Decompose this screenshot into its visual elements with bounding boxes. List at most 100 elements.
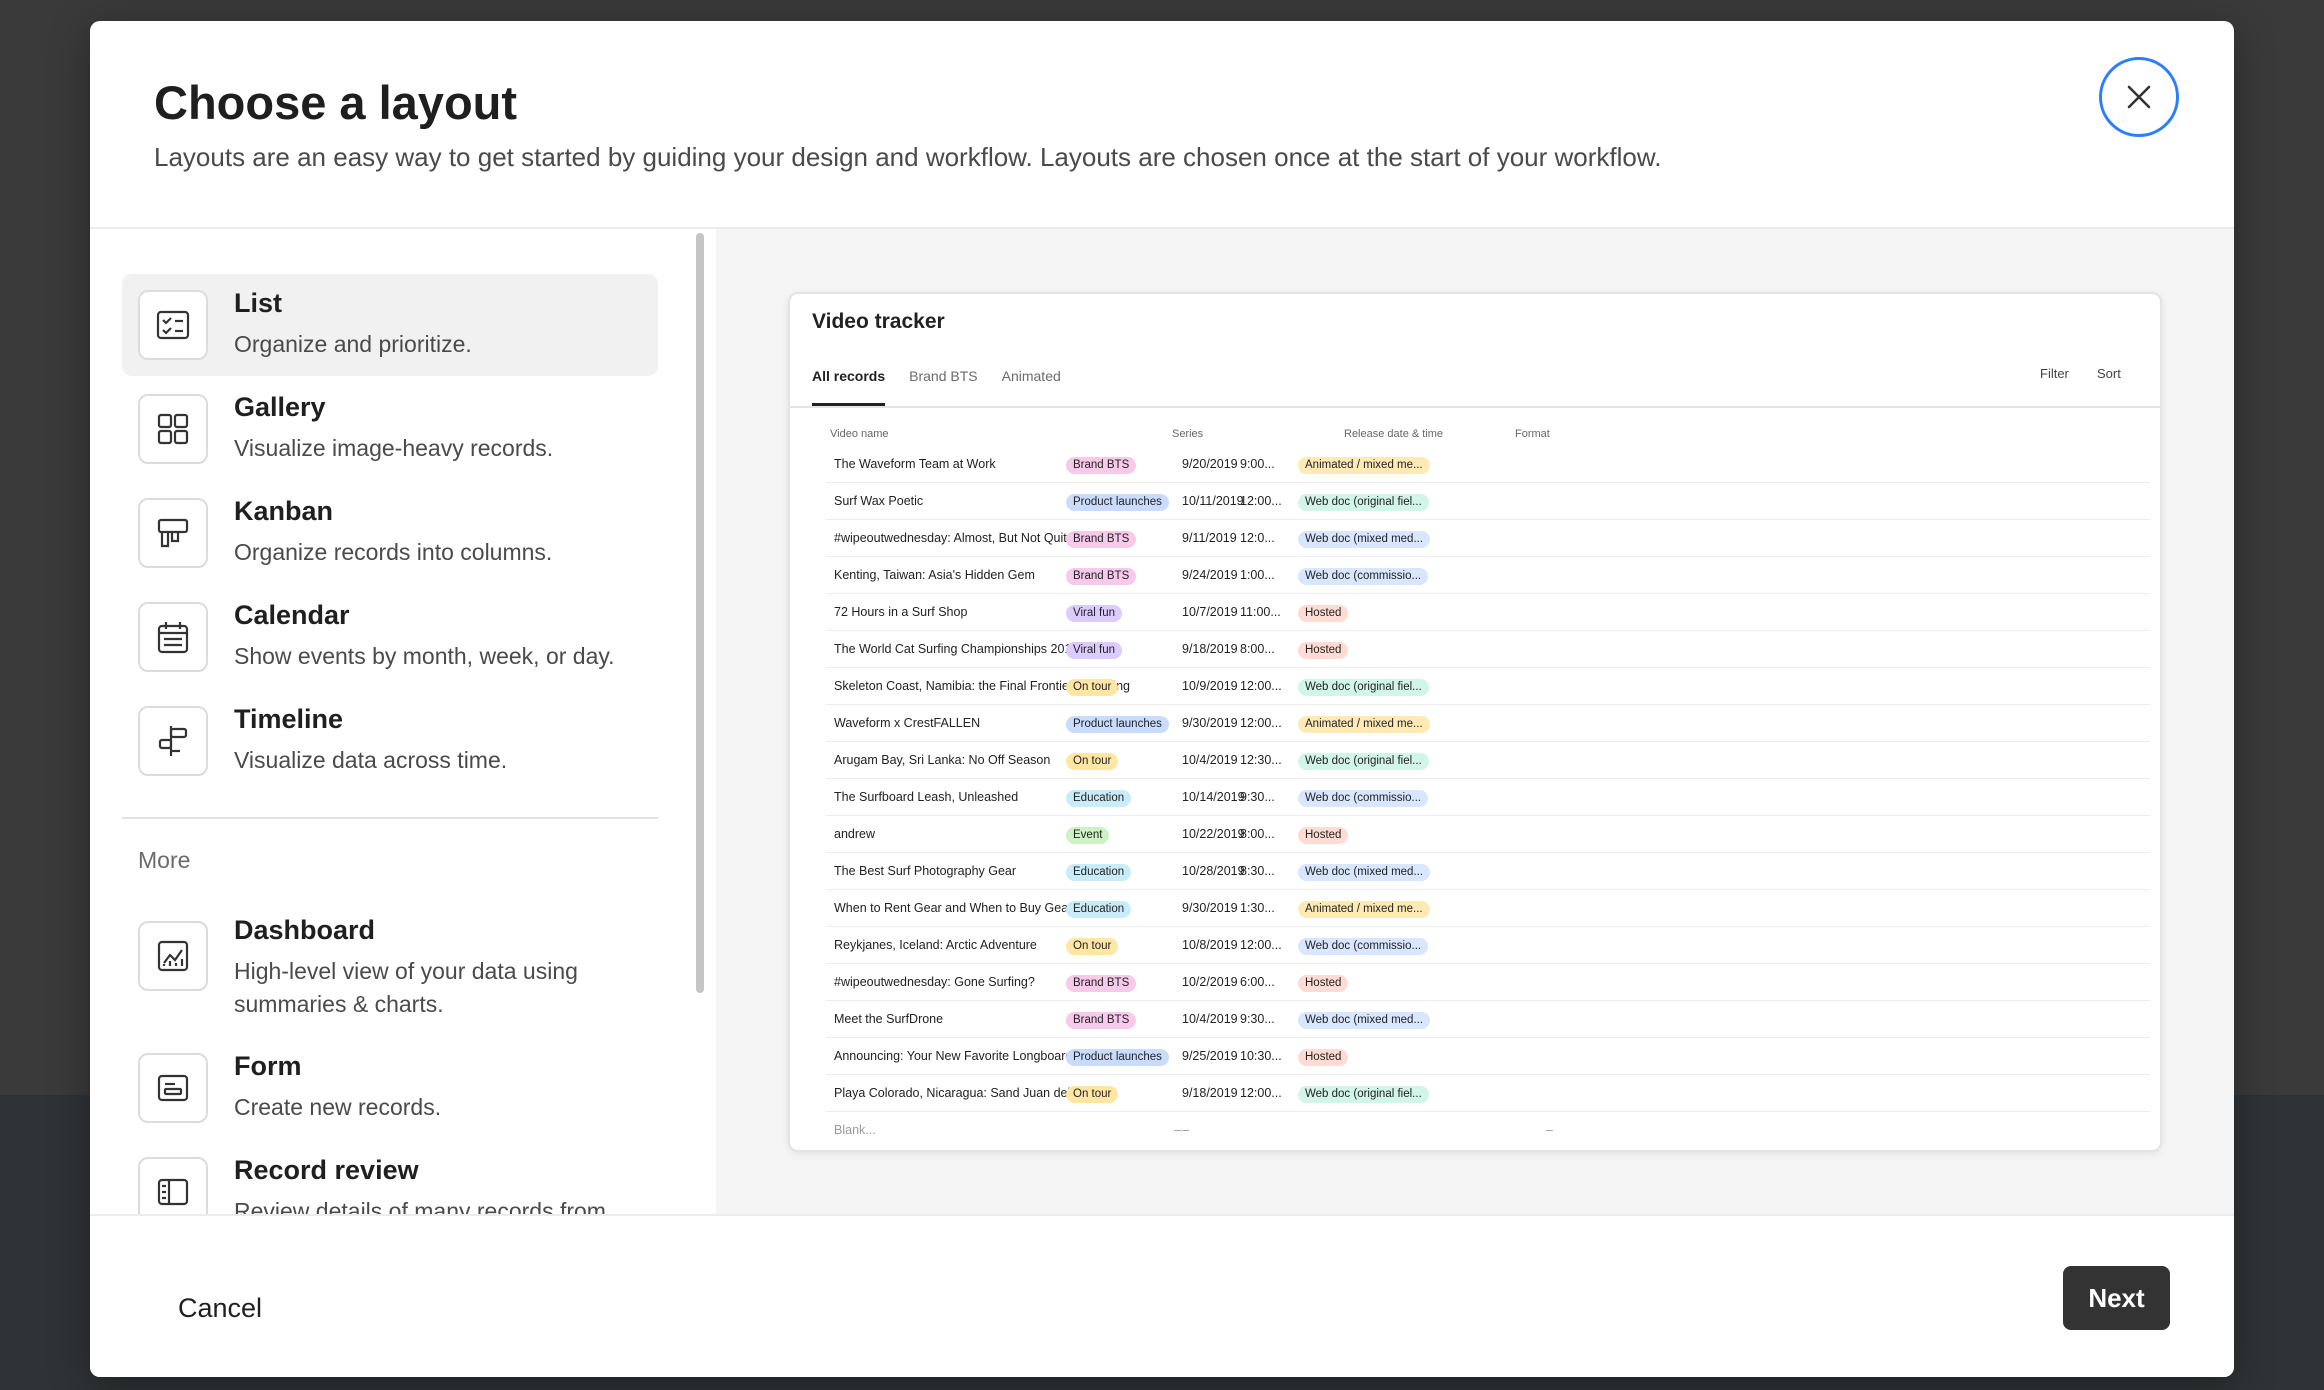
sidebar-scrollbar[interactable] [696, 233, 704, 993]
cell-video-name: Waveform x CrestFALLEN [834, 716, 981, 730]
cell-release-time: 1:00... [1240, 568, 1275, 582]
cell-video-name: The Surfboard Leash, Unleashed [834, 790, 1019, 804]
series-pill: Brand BTS [1066, 568, 1137, 585]
cell-release-date: 10/14/2019 [1182, 790, 1245, 804]
cell-release-time: 8:00... [1240, 827, 1275, 841]
cell-release-date: 10/22/2019 [1182, 827, 1245, 841]
list-checklist-icon [138, 290, 208, 360]
layout-option-form[interactable]: Form Create new records. [122, 1037, 658, 1139]
preview-card: Video tracker All records Brand BTS Anim… [788, 292, 2162, 1152]
table-row: When to Rent Gear and When to Buy Gear Ed… [826, 889, 2150, 927]
table-row: Reykjanes, Iceland: Arctic Adventure On t… [826, 926, 2150, 964]
cell-release-time: 11:00... [1240, 605, 1281, 619]
cell-video-name: When to Rent Gear and When to Buy Gear [834, 901, 1073, 915]
cell-release-time: 12:30... [1240, 753, 1282, 767]
layout-description: High-level view of your data using summa… [234, 958, 578, 1017]
series-pill: Education [1066, 790, 1132, 807]
cell-video-name: Kenting, Taiwan: Asia's Hidden Gem [834, 568, 1035, 582]
column-header: Format [1515, 428, 1550, 440]
layout-option-timeline[interactable]: Timeline Visualize data across time. [122, 690, 658, 792]
cell-video-name: Arugam Bay, Sri Lanka: No Off Season [834, 753, 1051, 767]
cell-video-name: Surf Wax Poetic [834, 494, 924, 508]
series-pill: Event [1066, 827, 1110, 844]
layout-name: List [234, 288, 283, 318]
layout-list: List Organize and prioritize. Gallery Vi… [90, 229, 716, 1232]
series-pill: Product launches [1066, 494, 1169, 511]
layout-description: Show events by month, week, or day. [234, 643, 615, 669]
format-pill: Web doc (original fiel... [1298, 494, 1429, 511]
cell-video-name: The World Cat Surfing Championships 2019 [834, 642, 1079, 656]
layout-option-kanban[interactable]: Kanban Organize records into columns. [122, 482, 658, 584]
format-pill: Hosted [1298, 975, 1349, 992]
cell-release-time: 8:30... [1240, 864, 1275, 878]
section-divider [122, 817, 658, 819]
cell-release-date: 9/11/2019 [1182, 531, 1237, 545]
blank-row: Blank... – – – [826, 1111, 2150, 1148]
cancel-button[interactable]: Cancel [178, 1293, 263, 1323]
gallery-grid-icon [138, 394, 208, 464]
cell-release-time: 6:00... [1240, 975, 1275, 989]
layout-option-gallery[interactable]: Gallery Visualize image-heavy records. [122, 378, 658, 480]
cell-video-name: The Waveform Team at Work [834, 457, 996, 471]
series-pill: On tour [1066, 1086, 1119, 1103]
dialog-footer: Cancel Next [90, 1214, 2234, 1377]
layout-option-calendar[interactable]: Calendar Show events by month, week, or … [122, 586, 658, 688]
cell-release-time: 12:0... [1240, 531, 1275, 545]
preview-tab-all-records: All records [812, 366, 886, 406]
table-row: Kenting, Taiwan: Asia's Hidden Gem Brand … [826, 556, 2150, 594]
layout-description: Visualize data across time. [234, 747, 508, 773]
cell-release-date: 10/11/2019 [1182, 494, 1244, 508]
table-row: #wipeoutwednesday: Gone Surfing? Brand BT… [826, 963, 2150, 1001]
cell-release-time: 12:00... [1240, 938, 1282, 952]
format-pill: Web doc (mixed med... [1298, 1012, 1431, 1029]
format-pill: Web doc (original fiel... [1298, 679, 1429, 696]
cell-release-time: 9:30... [1240, 790, 1275, 804]
format-pill: Web doc (mixed med... [1298, 864, 1431, 881]
cell-release-date: 9/24/2019 [1182, 568, 1238, 582]
preview-tabs: All records Brand BTS Animated [812, 366, 1085, 406]
cell-video-name: Announcing: Your New Favorite Longboard [834, 1049, 1073, 1063]
layout-name: Record review [234, 1155, 419, 1185]
layout-name: Dashboard [234, 915, 376, 945]
series-pill: On tour [1066, 753, 1119, 770]
series-pill: Education [1066, 864, 1132, 881]
cell-release-date: 10/8/2019 [1182, 938, 1238, 952]
cell-release-date: 9/18/2019 [1182, 1086, 1238, 1100]
layout-description: Organize records into columns. [234, 539, 553, 565]
table-row: 72 Hours in a Surf Shop Viral fun 10/7/201… [826, 593, 2150, 631]
format-pill: Web doc (commissio... [1298, 568, 1429, 585]
cell-video-name: Playa Colorado, Nicaragua: Sand Juan del… [834, 1086, 1094, 1100]
format-pill: Hosted [1298, 1049, 1349, 1066]
next-button[interactable]: Next [2063, 1266, 2170, 1330]
format-pill: Web doc (original fiel... [1298, 1086, 1429, 1103]
layout-option-dashboard[interactable]: Dashboard High-level view of your data u… [122, 901, 658, 1021]
cell-release-date: 10/7/2019 [1182, 605, 1238, 619]
column-header: Video name [830, 428, 889, 440]
layout-name: Calendar [234, 600, 350, 630]
cell-release-time: 12:00... [1240, 1086, 1282, 1100]
more-section-label: More [138, 847, 191, 873]
cell-release-date: 10/4/2019 [1182, 1012, 1238, 1026]
series-pill: Education [1066, 901, 1132, 918]
cell-series: – [1174, 1123, 1181, 1137]
calendar-icon [138, 602, 208, 672]
table-row: Playa Colorado, Nicaragua: Sand Juan del… [826, 1074, 2150, 1112]
series-pill: Product launches [1066, 716, 1169, 733]
choose-layout-dialog: Choose a layout Layouts are an easy way … [90, 21, 2234, 1377]
table-row: The Best Surf Photography Gear Education 1… [826, 852, 2150, 890]
layout-name: Kanban [234, 496, 334, 526]
layout-option-list[interactable]: List Organize and prioritize. [122, 274, 658, 376]
close-button[interactable] [2099, 57, 2179, 137]
table-row: Waveform x CrestFALLEN Product launches 9/… [826, 704, 2150, 742]
cell-video-name: Skeleton Coast, Namibia: the Final Front… [834, 679, 1130, 693]
preview-sort: Sort [2097, 366, 2121, 381]
layout-name: Gallery [234, 392, 326, 422]
series-pill: On tour [1066, 938, 1119, 955]
form-icon [138, 1053, 208, 1123]
cell-release-time: 12:00... [1240, 716, 1282, 730]
series-pill: Brand BTS [1066, 975, 1137, 992]
format-pill: Hosted [1298, 605, 1349, 622]
table-row: The Surfboard Leash, Unleashed Education 1… [826, 778, 2150, 816]
format-pill: Web doc (commissio... [1298, 790, 1429, 807]
cell-release-time: 12:00... [1240, 679, 1282, 693]
